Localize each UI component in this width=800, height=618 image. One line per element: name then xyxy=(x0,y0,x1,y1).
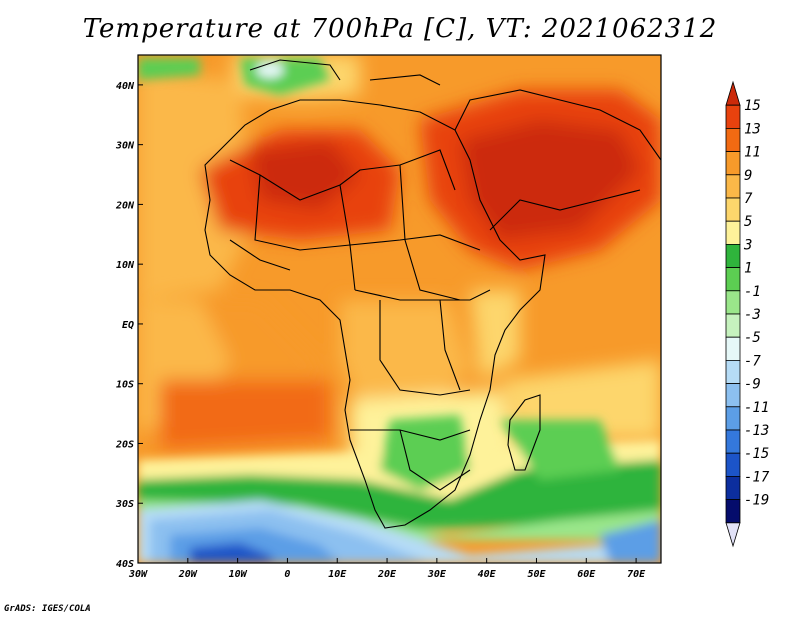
colorbar-label: -1 xyxy=(744,284,761,300)
lon-tick-label: 20W xyxy=(178,569,198,580)
colorbar-swatch xyxy=(725,406,741,431)
colorbar-swatch xyxy=(725,499,741,524)
lon-tick-label: 30E xyxy=(427,569,447,580)
colorbar-label: -17 xyxy=(744,469,770,485)
lat-tick-label: 40N xyxy=(116,81,135,92)
lat-tick-label: 30S xyxy=(115,499,134,510)
lon-tick-label: 70E xyxy=(627,569,646,580)
colorbar-label: 11 xyxy=(744,145,761,161)
colorbar-label: 9 xyxy=(744,168,752,184)
colorbar-swatch xyxy=(725,174,741,199)
colorbar-swatch xyxy=(725,104,741,129)
colorbar-label: 5 xyxy=(744,214,752,230)
colorbar-label: -3 xyxy=(744,307,761,323)
colorbar-label: -11 xyxy=(744,400,769,416)
map-title: Temperature at 700hPa [C], VT: 202106231… xyxy=(82,14,718,44)
colorbar-swatch xyxy=(725,220,741,245)
lon-tick-label: 10W xyxy=(229,569,248,580)
lon-tick-label: 20E xyxy=(377,569,397,580)
coastlines xyxy=(204,59,661,529)
lon-tick-label: 0 xyxy=(284,569,290,580)
colorbar-swatch xyxy=(725,313,741,338)
lat-tick-label: EQ xyxy=(122,320,134,331)
colorbar-swatch xyxy=(725,429,741,454)
longitude-axis: 30W 20W 10W 0 10E 20E 30E 40E 50E 60E 70E xyxy=(128,558,646,580)
lat-tick-label: 30N xyxy=(115,141,135,152)
colorbar-swatch xyxy=(725,267,741,292)
lon-tick-label: 30W xyxy=(128,569,148,580)
colorbar-bottom-arrow xyxy=(725,522,741,548)
lon-tick-label: 10E xyxy=(328,569,347,580)
credit-text: GrADS: IGES/COLA xyxy=(4,604,91,614)
lat-tick-label: 20N xyxy=(115,200,135,211)
colorbar-label: 3 xyxy=(743,237,752,253)
colorbar-swatch xyxy=(725,151,741,176)
lat-tick-label: 10N xyxy=(116,260,135,271)
colorbar-swatch xyxy=(725,290,741,315)
lon-tick-label: 50E xyxy=(527,569,546,580)
lon-tick-label: 60E xyxy=(577,569,596,580)
colorbar-top-arrow xyxy=(725,80,741,106)
colorbar-swatch xyxy=(725,452,741,477)
colorbar-swatch xyxy=(725,243,741,268)
colorbar-label: 15 xyxy=(744,98,761,114)
lat-tick-label: 40S xyxy=(116,559,134,570)
colorbar-label: 13 xyxy=(744,121,761,137)
colorbar-label: -15 xyxy=(744,446,769,462)
lat-tick-label: 10S xyxy=(116,380,134,391)
colorbar-swatch xyxy=(725,383,741,408)
colorbar-swatch xyxy=(725,359,741,384)
latitude-axis: 40N 30N 20N 10N EQ 10S 20S 30S 40S xyxy=(115,81,143,570)
lat-tick-label: 20S xyxy=(115,439,134,450)
colorbar-swatch xyxy=(725,197,741,222)
colorbar-swatch xyxy=(725,336,741,361)
temperature-field xyxy=(138,55,661,563)
colorbar-label: 1 xyxy=(744,261,752,277)
colorbar-label: -13 xyxy=(744,423,769,439)
map-frame xyxy=(137,54,662,564)
colorbar-label: -19 xyxy=(744,493,769,509)
colorbar-label: -9 xyxy=(744,377,761,393)
colorbar-label: -5 xyxy=(744,330,761,346)
colorbar: 15 13 11 9 7 5 3 1 -1 -3 -5 -7 -9 -11 -13 -15 -17 -19 xyxy=(725,80,770,548)
colorbar-swatch xyxy=(725,475,741,500)
colorbar-label: -7 xyxy=(744,353,761,369)
lon-tick-label: 40E xyxy=(478,569,497,580)
colorbar-swatch xyxy=(725,127,741,152)
colorbar-label: 7 xyxy=(744,191,753,207)
